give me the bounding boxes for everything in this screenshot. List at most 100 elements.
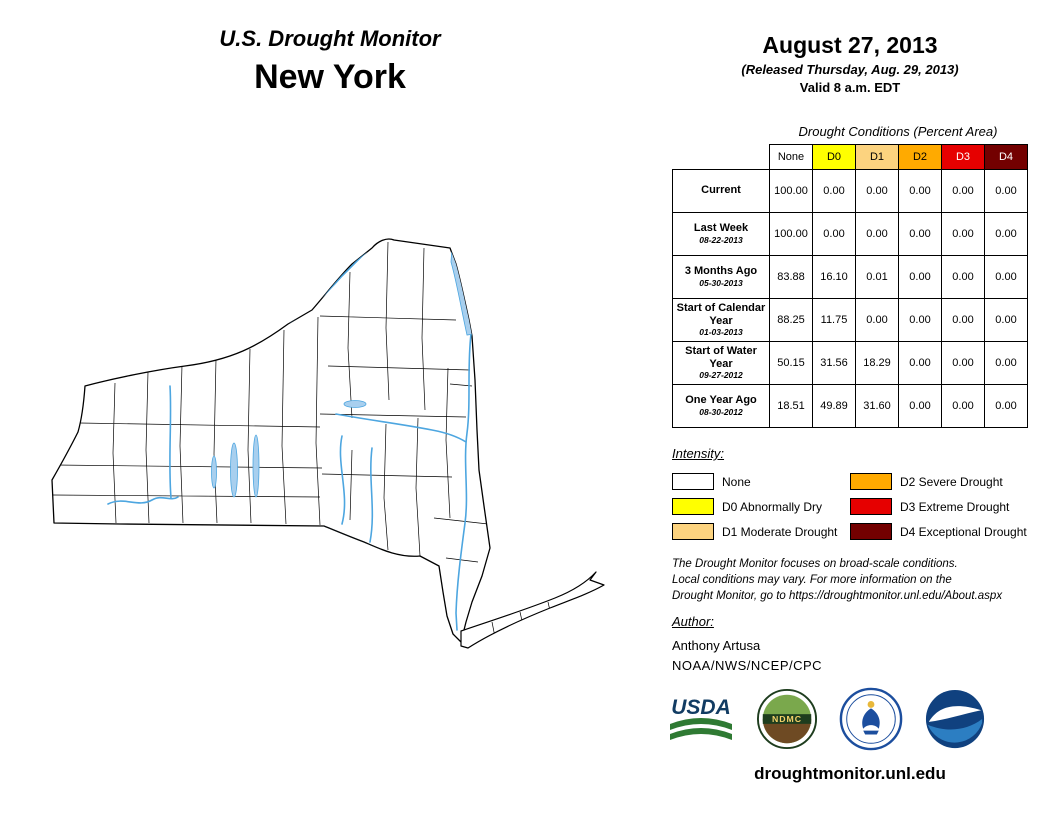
table-cell: 0.00	[855, 298, 899, 342]
legend-item-d0: D0 Abnormally Dry	[672, 494, 850, 519]
released-date: (Released Thursday, Aug. 29, 2013)	[741, 62, 959, 77]
disclaimer-line: Local conditions may vary. For more info…	[672, 574, 952, 587]
table-cell: 0.00	[984, 298, 1028, 342]
table-cell: 16.10	[812, 255, 856, 299]
table-row: Start of Water Year 09-27-2012 50.15 31.…	[672, 341, 1028, 385]
row-label-text: Start of Water Year	[685, 344, 757, 370]
table-cell: 0.00	[984, 169, 1028, 213]
table-cell: 0.00	[941, 255, 985, 299]
row-label-date: 09-27-2012	[699, 370, 743, 381]
table-cell: 0.00	[941, 341, 985, 385]
d2-swatch	[850, 473, 892, 490]
svg-text:NDMC: NDMC	[772, 714, 802, 724]
d4-swatch	[850, 523, 892, 540]
usda-logo: USDA	[670, 696, 732, 740]
table-cell: 0.00	[812, 169, 856, 213]
legend-item-d2: D2 Severe Drought	[850, 469, 1028, 494]
report-date: August 27, 2013	[762, 32, 938, 58]
table-cell: 0.00	[898, 212, 942, 256]
table-corner-cell	[673, 145, 770, 170]
row-label: Current	[672, 169, 770, 213]
table-cell: 0.00	[855, 169, 899, 213]
legend-item-d4: D4 Exceptional Drought	[850, 519, 1028, 544]
author-heading: Author:	[672, 614, 714, 629]
column-header-d3: D3	[941, 144, 985, 170]
table-cell: 0.00	[898, 384, 942, 428]
table-cell: 100.00	[769, 169, 813, 213]
row-label: Start of Water Year 09-27-2012	[672, 341, 770, 385]
table-row: Current 100.00 0.00 0.00 0.00 0.00 0.00	[672, 169, 1028, 213]
site-url: droughtmonitor.unl.edu	[754, 764, 946, 783]
ndmc-logo: NDMC	[756, 688, 818, 750]
table-title: Drought Conditions (Percent Area)	[798, 124, 998, 139]
table-cell: 88.25	[769, 298, 813, 342]
table-row: One Year Ago 08-30-2012 18.51 49.89 31.6…	[672, 384, 1028, 428]
state-outline	[51, 238, 491, 643]
table-cell: 0.00	[941, 212, 985, 256]
d0-swatch	[672, 498, 714, 515]
row-label: Last Week 08-22-2013	[672, 212, 770, 256]
table-cell: 0.00	[984, 212, 1028, 256]
table-cell: 83.88	[769, 255, 813, 299]
table-cell: 0.00	[812, 212, 856, 256]
svg-text:USDA: USDA	[671, 696, 731, 719]
noaa-logo	[925, 689, 985, 749]
new-york-drought-map	[20, 218, 650, 718]
row-label-date: 05-30-2013	[699, 277, 743, 288]
table-row: Last Week 08-22-2013 100.00 0.00 0.00 0.…	[672, 212, 1028, 256]
d1-swatch	[672, 523, 714, 540]
table-cell: 0.00	[898, 169, 942, 213]
table-cell: 0.01	[855, 255, 899, 299]
row-label-date: 08-30-2012	[699, 406, 743, 417]
disclaimer-line: Drought Monitor, go to https://droughtmo…	[672, 590, 1003, 603]
table-cell: 0.00	[984, 341, 1028, 385]
row-label-text: One Year Ago	[685, 394, 757, 407]
long-island-outline	[460, 571, 605, 649]
date-block: August 27, 2013 (Released Thursday, Aug.…	[700, 32, 1000, 95]
row-label: One Year Ago 08-30-2012	[672, 384, 770, 428]
column-header-none: None	[769, 144, 813, 170]
column-header-d0: D0	[812, 144, 856, 170]
table-cell: 0.00	[941, 169, 985, 213]
table-cell: 100.00	[769, 212, 813, 256]
oneida-lake	[343, 400, 367, 408]
row-label-date: 01-03-2013	[699, 327, 743, 338]
agency-logos: USDA NDMC	[666, 686, 986, 752]
row-label: Start of Calendar Year 01-03-2013	[672, 298, 770, 342]
row-label-text: 3 Months Ago	[684, 265, 758, 278]
intensity-legend: Intensity: None D0 Abnormally Dry D1 Mod…	[672, 446, 1032, 544]
table-cell: 0.00	[898, 298, 942, 342]
author-block: Author: Anthony Artusa NOAA/NWS/NCEP/CPC	[672, 614, 822, 673]
d3-swatch	[850, 498, 892, 515]
legend-label: None	[722, 474, 751, 489]
finger-lake	[211, 455, 217, 489]
column-header-d2: D2	[898, 144, 942, 170]
column-header-d4: D4	[984, 144, 1028, 170]
table-cell: 31.60	[855, 384, 899, 428]
valid-time: Valid 8 a.m. EDT	[799, 80, 901, 95]
table-cell: 18.29	[855, 341, 899, 385]
table-cell: 31.56	[812, 341, 856, 385]
new-york-map-svg	[51, 238, 605, 649]
legend-label: D3 Extreme Drought	[900, 499, 1010, 514]
table-cell: 0.00	[898, 341, 942, 385]
legend-title: Intensity:	[672, 446, 725, 461]
none-swatch	[672, 473, 714, 490]
legend-item-d1: D1 Moderate Drought	[672, 519, 850, 544]
legend-label: D1 Moderate Drought	[722, 524, 838, 539]
legend-label: D4 Exceptional Drought	[900, 524, 1027, 539]
title-block: U.S. Drought Monitor New York	[30, 26, 630, 97]
column-header-d1: D1	[855, 144, 899, 170]
finger-lake	[230, 442, 238, 498]
region-title: New York	[254, 58, 406, 96]
table-cell: 0.00	[941, 384, 985, 428]
table-cell: 50.15	[769, 341, 813, 385]
table-row: Start of Calendar Year 01-03-2013 88.25 …	[672, 298, 1028, 342]
row-label-date: 08-22-2013	[699, 234, 743, 245]
table-cell: 11.75	[812, 298, 856, 342]
commerce-seal-logo	[839, 687, 903, 751]
disclaimer-text: The Drought Monitor focuses on broad-sca…	[672, 556, 1042, 604]
finger-lake	[252, 434, 260, 498]
row-label-text: Last Week	[693, 222, 749, 235]
